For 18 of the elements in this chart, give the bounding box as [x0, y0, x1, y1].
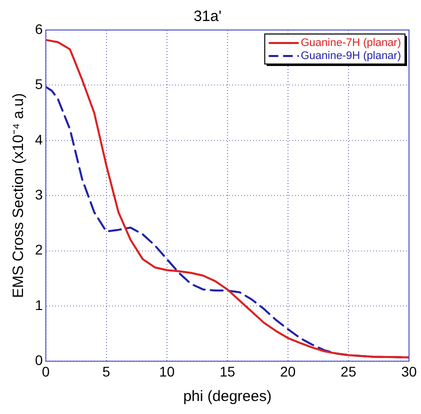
y-tick-label: 4: [34, 131, 43, 148]
y-tick-label: 3: [34, 186, 43, 202]
x-tick-label: 30: [401, 363, 417, 380]
x-tick-label: 15: [220, 363, 236, 380]
chart-title: 31a': [194, 8, 222, 26]
x-tick-label: 10: [159, 363, 175, 380]
x-tick-label: 5: [102, 363, 110, 380]
y-tick-label: 5: [34, 76, 43, 92]
y-tick-label: 2: [34, 242, 43, 258]
y-tick-label: 0: [34, 352, 43, 368]
y-tick-label: 6: [34, 20, 43, 37]
x-axis-title: phi (degrees): [183, 388, 272, 406]
x-tick-label: 20: [280, 363, 296, 380]
y-axis-title: EMS Cross Section (x10⁻⁴ a.u): [10, 93, 28, 298]
legend-label: Guanine-7H (planar): [300, 37, 402, 50]
x-tick-label: 25: [340, 363, 356, 380]
legend-label: Guanine-9H (planar): [300, 50, 402, 62]
y-tick-label: 1: [34, 296, 43, 313]
